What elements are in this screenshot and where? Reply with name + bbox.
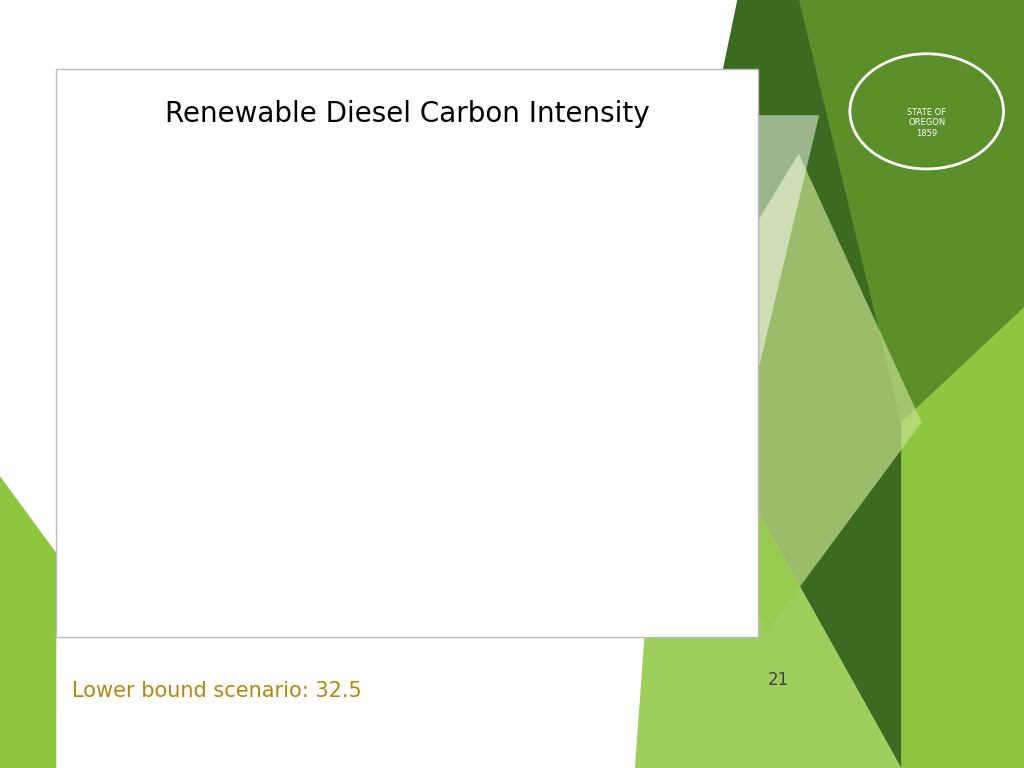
Text: 31.5: 31.5: [412, 334, 449, 353]
Text: Renewable Diesel Carbon Intensity: Renewable Diesel Carbon Intensity: [165, 100, 649, 127]
Text: Lower bound scenario: 32.5: Lower bound scenario: 32.5: [72, 681, 361, 701]
Bar: [680, 251, 717, 768]
Text: 33.6: 33.6: [210, 303, 247, 320]
Bar: [344, 378, 381, 768]
Bar: [210, 325, 247, 768]
Text: 38.5: 38.5: [680, 229, 717, 247]
Text: STATE OF
OREGON
1859: STATE OF OREGON 1859: [907, 108, 946, 137]
Text: 39.2: 39.2: [546, 218, 583, 236]
Bar: [479, 273, 516, 768]
Text: 21: 21: [768, 670, 788, 689]
Bar: [412, 356, 449, 768]
Text: 39.1: 39.1: [278, 220, 314, 237]
Text: 30.1: 30.1: [344, 356, 381, 373]
Bar: [546, 240, 583, 768]
Y-axis label: Weighted Average: Weighted Average: [62, 258, 81, 410]
Bar: [278, 242, 314, 768]
Bar: [613, 247, 650, 768]
Text: 38.8: 38.8: [613, 224, 650, 242]
Text: 37.0: 37.0: [479, 251, 516, 270]
